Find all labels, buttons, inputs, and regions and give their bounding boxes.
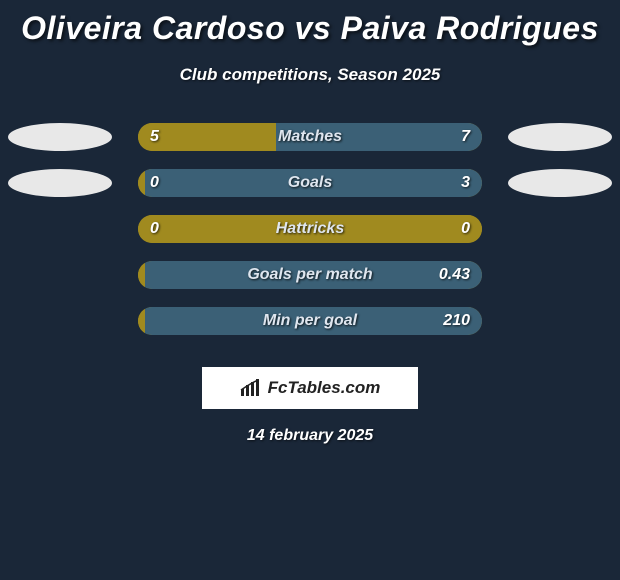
- stat-value-right: 0: [461, 215, 470, 243]
- stat-bar-right-fill: [145, 169, 482, 197]
- stat-value-left: 5: [150, 123, 159, 151]
- stat-bar: [138, 169, 482, 197]
- player-avatar-right: [508, 123, 612, 151]
- player-avatar-left: [8, 123, 112, 151]
- player-avatar-right: [508, 169, 612, 197]
- stat-bar: [138, 123, 482, 151]
- stat-value-right: 210: [443, 307, 470, 335]
- stat-bar-left-fill: [138, 215, 482, 243]
- stat-row: 00Hattricks: [0, 215, 620, 261]
- stat-bar-right-fill: [145, 261, 482, 289]
- stat-bar-left-fill: [138, 261, 145, 289]
- stat-row: 210Min per goal: [0, 307, 620, 353]
- stat-bar-left-fill: [138, 169, 145, 197]
- stat-value-right: 3: [461, 169, 470, 197]
- stat-value-left: 0: [150, 215, 159, 243]
- brand-text: FcTables.com: [268, 378, 381, 398]
- stat-bar: [138, 215, 482, 243]
- player-avatar-left: [8, 169, 112, 197]
- stat-value-right: 0.43: [439, 261, 470, 289]
- stat-row: 03Goals: [0, 169, 620, 215]
- stat-bar: [138, 261, 482, 289]
- stats-container: 57Matches03Goals00Hattricks0.43Goals per…: [0, 123, 620, 353]
- stat-bar-right-fill: [276, 123, 482, 151]
- stat-bar-right-fill: [145, 307, 482, 335]
- subtitle: Club competitions, Season 2025: [0, 65, 620, 85]
- page-title: Oliveira Cardoso vs Paiva Rodrigues: [0, 0, 620, 47]
- stat-bar-left-fill: [138, 307, 145, 335]
- brand-badge: FcTables.com: [202, 367, 418, 409]
- chart-icon: [240, 379, 262, 397]
- stat-bar: [138, 307, 482, 335]
- date-text: 14 february 2025: [0, 427, 620, 445]
- stat-row: 57Matches: [0, 123, 620, 169]
- stat-value-left: 0: [150, 169, 159, 197]
- stat-value-right: 7: [461, 123, 470, 151]
- stat-row: 0.43Goals per match: [0, 261, 620, 307]
